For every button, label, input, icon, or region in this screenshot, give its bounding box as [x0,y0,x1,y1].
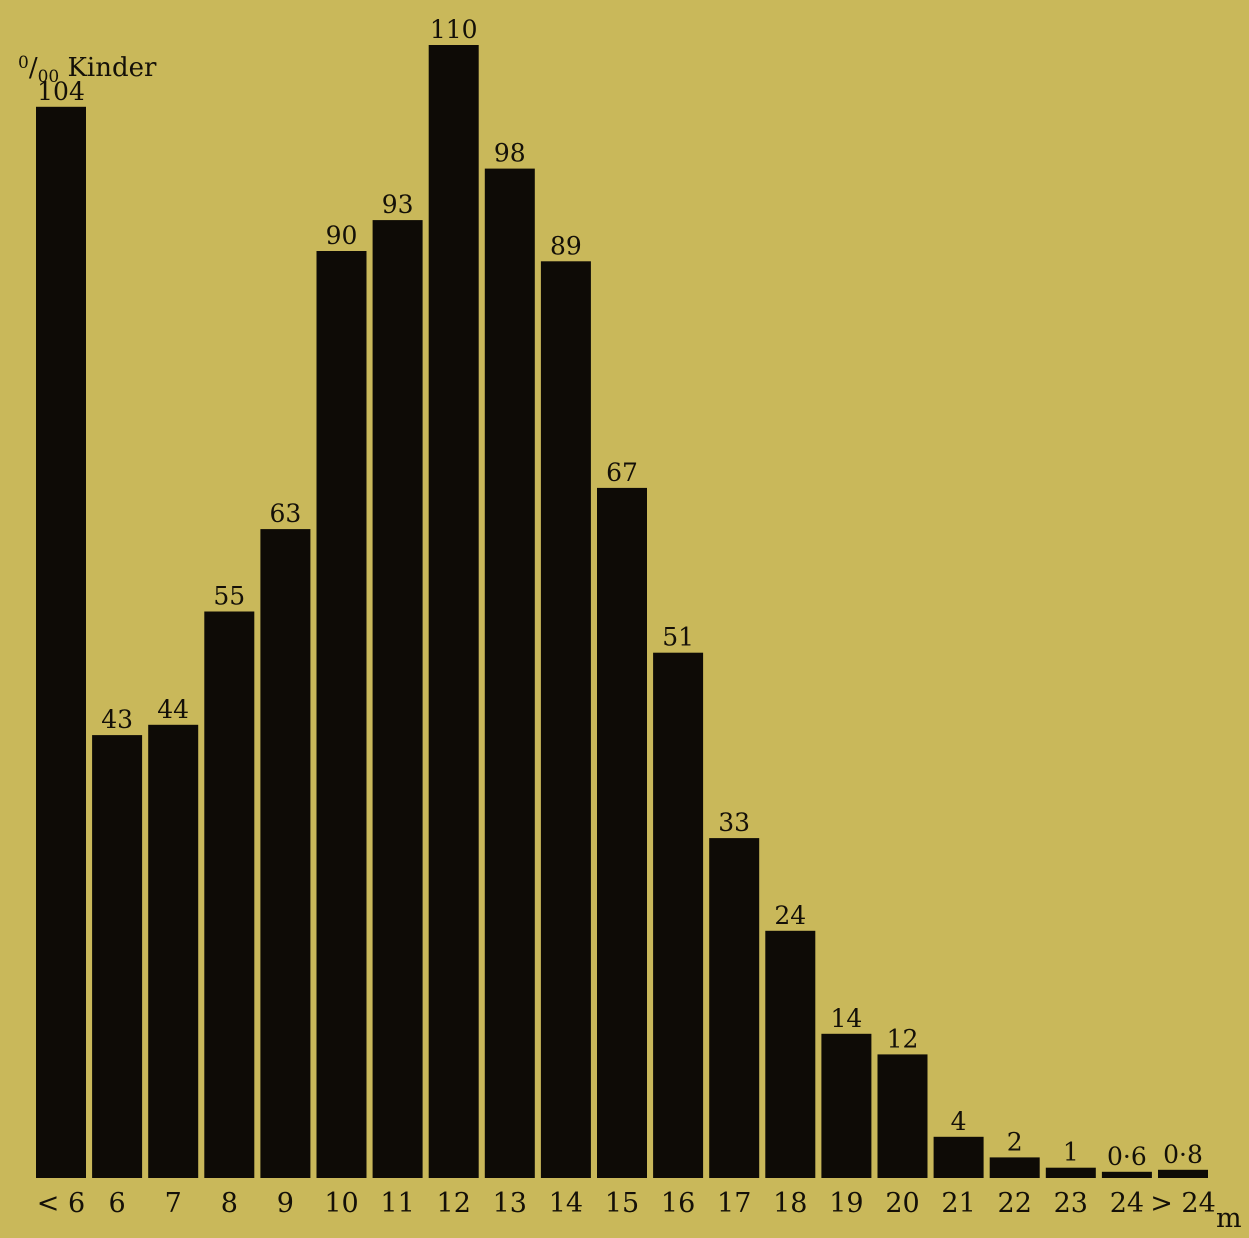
value-label-1: 104 [37,77,85,106]
x-tick-label-7: 11 [380,1188,414,1219]
bar-16 [877,1054,928,1178]
bars [36,45,1208,1179]
bar-19 [1045,1167,1096,1178]
x-tick-label-6: 10 [324,1188,358,1219]
x-tick-label-9: 13 [493,1188,527,1219]
value-label-9: 98 [494,139,526,168]
value-label-18: 2 [1007,1127,1023,1156]
value-label-3: 44 [157,695,189,724]
x-tick-label-20: 24 [1110,1188,1144,1219]
x-tick-label-2: 6 [109,1188,126,1219]
x-tick-label-5: 9 [277,1188,294,1219]
value-label-12: 51 [662,623,694,652]
x-tick-label-1: < 6 [37,1188,85,1219]
value-label-6: 90 [326,221,358,250]
x-tick-label-18: 22 [998,1188,1032,1219]
value-label-7: 93 [382,190,414,219]
bar-17 [933,1136,984,1178]
x-tick-label-4: 8 [221,1188,238,1219]
bar-2 [92,735,143,1178]
x-tick-label-13: 17 [717,1188,751,1219]
x-tick-label-15: 19 [829,1188,863,1219]
bar-18 [989,1157,1040,1178]
value-label-10: 89 [550,231,582,260]
bar-3 [148,724,199,1178]
value-label-2: 43 [101,705,133,734]
bar-7 [372,220,423,1179]
value-label-11: 67 [606,458,638,487]
bar-9 [484,168,535,1179]
value-label-20: 0·6 [1107,1142,1147,1171]
x-tick-label-8: 12 [437,1188,471,1219]
y-axis-label: 0/00 Kinder [18,53,157,87]
value-label-21: 0·8 [1163,1140,1203,1169]
value-label-8: 110 [430,15,478,44]
bar-20 [1101,1171,1152,1178]
x-tick-label-17: 21 [941,1188,975,1219]
x-tick-label-3: 7 [165,1188,182,1219]
bar-15 [821,1033,872,1178]
x-axis-label: m [1216,1203,1242,1234]
value-label-14: 24 [774,901,806,930]
bar-13 [709,838,760,1178]
bar-6 [316,251,367,1178]
value-label-4: 55 [213,582,245,611]
x-tick-label-11: 15 [605,1188,639,1219]
bar-1 [36,106,86,1178]
bar-12 [653,652,704,1178]
x-tick-label-19: 23 [1054,1188,1088,1219]
x-tick-label-12: 16 [661,1188,695,1219]
bar-11 [597,487,647,1178]
x-tick-label-10: 14 [549,1188,583,1219]
value-labels: 104 43 44 55 63 90 93 110 98 89 67 51 33 24 14 12 4 2 1 0·6… [37,15,1203,1171]
value-label-13: 33 [718,808,750,837]
bar-10 [540,261,591,1178]
value-label-15: 14 [830,1004,862,1033]
x-tick-label-16: 20 [885,1188,919,1219]
x-tick-label-21: > 24 [1150,1188,1216,1219]
value-label-5: 63 [269,499,301,528]
bar-21 [1158,1169,1208,1178]
value-label-16: 12 [887,1024,919,1053]
x-tick-labels: < 6 6 7 8 9 10 11 12 13 14 15 16 17 18 19 20 21 22 23 24 > 2… [37,1188,1216,1219]
bar-14 [765,930,816,1178]
bar-4 [204,611,255,1178]
bar-8 [428,45,479,1178]
bar-5 [260,529,311,1178]
value-label-17: 4 [951,1107,967,1136]
value-label-19: 1 [1063,1138,1079,1167]
x-tick-label-14: 18 [773,1188,807,1219]
